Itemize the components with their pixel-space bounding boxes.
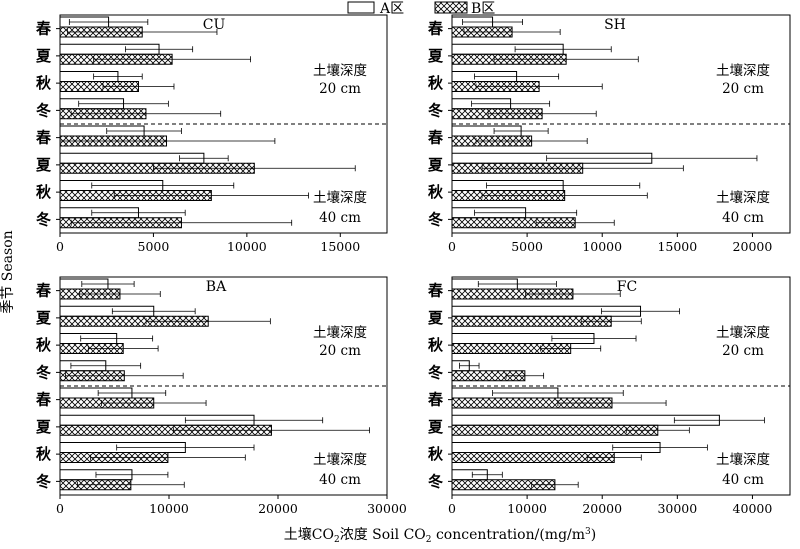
category-label: 夏 (35, 309, 52, 327)
depth-40-label: 土壤深度 (313, 189, 367, 206)
legend: A区 B区 (347, 1, 495, 17)
depth-40-label: 土壤深度 (313, 451, 367, 468)
panel-title: BA (206, 279, 227, 295)
panel-title: SH (604, 17, 626, 33)
category-label: 春 (36, 282, 51, 300)
category-label: 春 (36, 129, 51, 147)
x-tick-label: 20000 (582, 501, 622, 516)
category-label: 夏 (427, 156, 444, 174)
category-label: 秋 (36, 336, 52, 354)
category-label: 夏 (35, 156, 52, 174)
category-label: 冬 (36, 101, 51, 119)
x-tick-label: 30000 (657, 501, 697, 516)
x-tick-label: 10000 (227, 239, 267, 254)
legend-label-a: A区 (379, 1, 404, 17)
category-label: 春 (428, 391, 443, 409)
category-label: 秋 (36, 74, 52, 92)
depth-40-value: 40 cm (722, 472, 764, 488)
x-tick-label: 20000 (733, 239, 773, 254)
category-label: 秋 (36, 183, 52, 201)
category-label: 冬 (428, 210, 443, 228)
category-label: 夏 (427, 309, 444, 327)
legend-swatch-b (434, 1, 468, 14)
x-tick-label: 15000 (657, 239, 697, 254)
category-label: 冬 (36, 363, 51, 381)
x-tick-label: 40000 (733, 501, 773, 516)
category-label: 秋 (428, 445, 444, 463)
x-axis-label: 土壤CO2浓度 Soil CO2 concentration/(mg/m3) (284, 526, 596, 544)
x-tick-label: 5000 (511, 239, 543, 254)
depth-20-value: 20 cm (319, 343, 361, 359)
depth-40-label: 土壤深度 (716, 189, 770, 206)
x-tick-label: 0 (448, 501, 456, 516)
x-tick-label: 0 (448, 239, 456, 254)
depth-40-value: 40 cm (722, 210, 764, 226)
x-tick-label: 20000 (258, 501, 298, 516)
depth-20-value: 20 cm (319, 81, 361, 97)
category-label: 冬 (428, 101, 443, 119)
x-tick-label: 10000 (149, 501, 189, 516)
x-tick-label: 10000 (582, 239, 622, 254)
depth-40-label: 土壤深度 (716, 451, 770, 468)
depth-20-label: 土壤深度 (716, 62, 770, 79)
category-label: 春 (36, 391, 51, 409)
category-label: 春 (428, 282, 443, 300)
category-label: 夏 (35, 47, 52, 65)
category-label: 春 (428, 20, 443, 38)
y-axis-label: 季节 Season (0, 230, 16, 313)
depth-20-label: 土壤深度 (313, 62, 367, 79)
x-tick-label: 0 (56, 501, 64, 516)
x-tick-label: 0 (56, 239, 64, 254)
category-label: 春 (428, 129, 443, 147)
x-tick-label: 15000 (320, 239, 360, 254)
category-label: 秋 (428, 336, 444, 354)
x-tick-label: 30000 (367, 501, 407, 516)
category-label: 秋 (36, 445, 52, 463)
category-label: 冬 (36, 472, 51, 490)
category-label: 秋 (428, 74, 444, 92)
category-label: 冬 (428, 472, 443, 490)
depth-40-value: 40 cm (319, 472, 361, 488)
depth-20-value: 20 cm (722, 343, 764, 359)
depth-40-value: 40 cm (319, 210, 361, 226)
category-label: 冬 (36, 210, 51, 228)
category-label: 夏 (35, 418, 52, 436)
category-label: 夏 (427, 47, 444, 65)
panel-title: CU (203, 17, 226, 33)
depth-20-label: 土壤深度 (716, 324, 770, 341)
x-tick-label: 5000 (138, 239, 170, 254)
category-label: 夏 (427, 418, 444, 436)
x-tick-label: 10000 (507, 501, 547, 516)
category-label: 秋 (428, 183, 444, 201)
legend-label-b: B区 (471, 1, 495, 17)
legend-swatch-a (347, 1, 375, 14)
panel-title: FC (617, 279, 637, 295)
category-label: 春 (36, 20, 51, 38)
depth-20-value: 20 cm (722, 81, 764, 97)
category-label: 冬 (428, 363, 443, 381)
depth-20-label: 土壤深度 (313, 324, 367, 341)
